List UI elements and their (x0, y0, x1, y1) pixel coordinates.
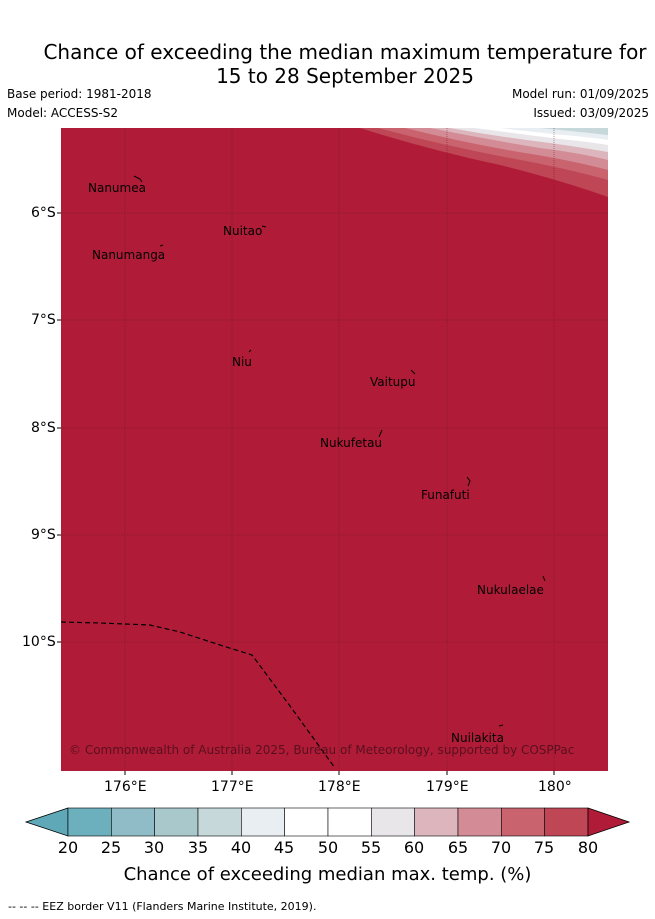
colorbar-extend-high (587, 807, 631, 837)
islands (133, 175, 546, 727)
copyright-notice: © Commonwealth of Australia 2025, Bureau… (69, 743, 574, 757)
colorbar-tick-60: 60 (403, 838, 425, 857)
title-line-2: 15 to 28 September 2025 (216, 64, 474, 88)
colorbar-segment (241, 807, 285, 837)
colorbar-segment (544, 807, 589, 837)
colorbar-segment (327, 807, 372, 837)
place-label-nukulaelae: Nukulaelae (477, 583, 544, 597)
lat-label-10s: 10°S (22, 634, 56, 650)
map-title: Chance of exceeding the median maximum t… (0, 40, 655, 88)
place-label-funafuti: Funafuti (421, 488, 470, 502)
colorbar-tick-55: 55 (360, 838, 382, 857)
colorbar-tick-25: 25 (100, 838, 122, 857)
nanumea-island (133, 175, 143, 183)
colorbar-segment (457, 807, 502, 837)
issued-date: Issued: 03/09/2025 (533, 106, 649, 120)
lat-label-6s: 6°S (31, 205, 56, 221)
axis-ticks (57, 212, 555, 775)
vaitupu-island (410, 369, 416, 375)
model-name: Model: ACCESS-S2 (7, 106, 119, 120)
place-label-nanumea: Nanumea (88, 181, 146, 195)
eez-border (61, 621, 336, 769)
nuitao-island (261, 225, 267, 228)
colorbar-segment (197, 807, 242, 837)
place-label-nuilakita: Nuilakita (451, 731, 504, 745)
title-line-1: Chance of exceeding the median maximum t… (43, 40, 647, 64)
colorbar-segment (414, 807, 459, 837)
probability-fill (61, 128, 608, 771)
colorbar-tick-70: 70 (490, 838, 512, 857)
band-40 (540, 128, 608, 135)
colorbar-tick-80: 80 (577, 838, 599, 857)
colorbar-segment (67, 807, 112, 837)
place-labels: Nanumea Nuitao Nanumanga Niu Vaitupu Nuk… (88, 181, 544, 745)
place-label-vaitupu: Vaitupu (370, 375, 416, 389)
lat-label-9s: 9°S (31, 527, 56, 543)
lat-label-8s: 8°S (31, 420, 56, 436)
colorbar-tick-75: 75 (533, 838, 555, 857)
colorbar-tick-30: 30 (143, 838, 165, 857)
colorbar-segment (154, 807, 199, 837)
nukufetau-island (378, 429, 383, 438)
niu-island (248, 349, 252, 353)
colorbar-tick-20: 20 (57, 838, 79, 857)
colorbar-tick-40: 40 (230, 838, 252, 857)
lon-label-178e: 178°E (318, 779, 361, 795)
funafuti-island (466, 476, 471, 487)
place-label-nukufetau: Nukufetau (320, 436, 382, 450)
nanumanga-island (159, 244, 164, 247)
lon-label-180: 180° (538, 779, 572, 795)
colorbar-tick-35: 35 (187, 838, 209, 857)
place-label-nanumanga: Nanumanga (92, 248, 165, 262)
colorbar-tick-50: 50 (317, 838, 339, 857)
colorbar-segment (111, 807, 155, 837)
lon-label-179e: 179°E (426, 779, 469, 795)
model-run: Model run: 01/09/2025 (511, 87, 649, 101)
colorbar-segment (371, 807, 415, 837)
lon-label-176e: 176°E (104, 779, 147, 795)
colorbar-tick-45: 45 (273, 838, 295, 857)
colorbar-tick-65: 65 (447, 838, 469, 857)
colorbar-title: Chance of exceeding median max. temp. (%… (123, 864, 532, 885)
eez-footnote: -- -- -- EEZ border V11 (Flanders Marine… (8, 900, 317, 913)
place-label-nuitao: Nuitao (223, 224, 262, 238)
lat-label-7s: 7°S (31, 312, 56, 328)
map-area: Nanumea Nuitao Nanumanga Niu Vaitupu Nuk… (61, 128, 608, 771)
colorbar-extend-low (24, 807, 69, 837)
colorbar-segment (284, 807, 329, 837)
colorbar-segment (501, 807, 545, 837)
lon-label-177e: 177°E (211, 779, 254, 795)
place-label-niu: Niu (232, 355, 252, 369)
colorbar (24, 807, 631, 837)
nukulaelae-island (542, 575, 546, 582)
base-period: Base period: 1981-2018 (7, 87, 152, 101)
nuilakita-island (498, 724, 504, 727)
